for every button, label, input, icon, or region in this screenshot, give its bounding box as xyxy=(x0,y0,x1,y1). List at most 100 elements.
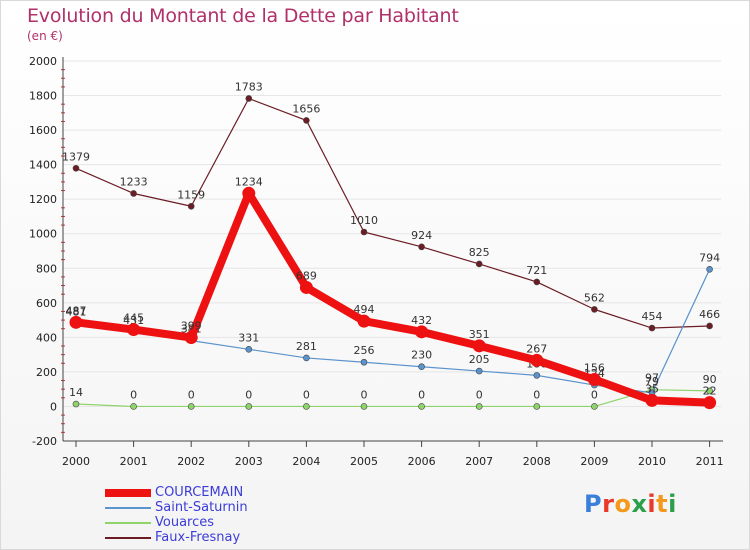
logo-letter: x xyxy=(631,490,648,518)
x-tick-labels: 2000 2001 2002 2003 2004 2005 2006 2007 2008 2009… xyxy=(62,455,724,468)
data-label: 256 xyxy=(354,344,375,357)
data-label: 267 xyxy=(526,342,547,355)
data-label: 1010 xyxy=(350,214,378,227)
data-point xyxy=(360,403,368,410)
series-vouarces: 14 0 0 0 0 0 0 0 0 0 97 90 xyxy=(69,372,717,410)
data-point xyxy=(69,315,83,329)
data-point xyxy=(187,202,195,210)
data-label: 0 xyxy=(188,388,195,401)
x-tick-label: 2002 xyxy=(177,455,205,468)
proxiti-logo: Proxiti xyxy=(584,490,677,518)
data-label: 156 xyxy=(584,362,605,375)
data-point xyxy=(706,387,713,395)
data-label: 399 xyxy=(181,320,202,333)
data-point xyxy=(587,373,601,387)
data-label: 825 xyxy=(469,246,490,259)
chart-subtitle: (en €) xyxy=(27,29,63,43)
axes xyxy=(61,57,723,447)
data-point xyxy=(591,403,598,410)
data-point xyxy=(475,367,483,375)
data-label: 0 xyxy=(361,388,368,401)
y-tick-label: 600 xyxy=(36,297,57,310)
y-tick-labels: -200 0 200 400 600 800 1000 1200 1400 1600 1800 200… xyxy=(29,55,57,448)
data-point xyxy=(706,322,713,330)
series-line xyxy=(72,189,714,407)
data-point xyxy=(245,403,253,410)
logo-letter: r xyxy=(602,490,615,518)
data-point xyxy=(303,117,310,124)
data-label: 1656 xyxy=(292,102,320,115)
x-tick-label: 2001 xyxy=(120,455,148,468)
data-label: 445 xyxy=(123,312,144,325)
y-tick-label: -200 xyxy=(32,435,57,448)
data-label: 432 xyxy=(411,314,432,327)
legend-label: Faux-Fresnay xyxy=(155,530,241,545)
y-tick-label: 1200 xyxy=(29,193,57,206)
data-point xyxy=(357,314,371,328)
data-point xyxy=(360,358,368,366)
data-point xyxy=(475,403,483,410)
data-label: 1379 xyxy=(62,150,90,163)
y-tick-label: 2000 xyxy=(29,55,57,68)
y-tick-label: 200 xyxy=(36,366,57,379)
data-point xyxy=(303,354,310,362)
data-label: 494 xyxy=(354,303,375,316)
data-label: 79 xyxy=(645,375,659,388)
data-label: 794 xyxy=(699,251,720,264)
data-point xyxy=(703,396,717,410)
data-label: 0 xyxy=(533,388,540,401)
data-label: 35 xyxy=(645,382,659,395)
data-point xyxy=(303,403,310,410)
data-label: 689 xyxy=(296,269,317,282)
series-courcemain: 487 445 399 1234 689 494 432 351 267 156 35 22 xyxy=(66,175,717,410)
legend-label: Saint-Saturnin xyxy=(155,500,248,515)
data-label: 14 xyxy=(69,386,83,399)
data-point xyxy=(648,324,656,332)
data-point xyxy=(530,353,544,367)
data-label: 1234 xyxy=(235,175,263,188)
data-label: 351 xyxy=(469,328,490,341)
data-label: 1159 xyxy=(177,188,205,201)
y-tick-label: 1400 xyxy=(29,159,57,172)
data-point xyxy=(418,403,425,410)
legend-swatch xyxy=(105,537,151,539)
x-tick-label: 2007 xyxy=(465,455,493,468)
series-faux-fresnay: 1379 1233 1159 1783 1656 1010 924 825 721 562 454 4… xyxy=(62,80,720,332)
x-tick-label: 2005 xyxy=(350,455,378,468)
logo-letter: P xyxy=(584,490,603,518)
data-point xyxy=(533,372,541,379)
logo-letter: o xyxy=(614,490,632,518)
x-tick-label: 2006 xyxy=(408,455,436,468)
chart-title: Evolution du Montant de la Dette par Hab… xyxy=(27,5,459,27)
data-point xyxy=(245,345,253,353)
data-label: 0 xyxy=(303,388,310,401)
y-tick-label: 1600 xyxy=(29,124,57,137)
data-label: 281 xyxy=(296,340,317,353)
legend-label: COURCEMAIN xyxy=(155,485,244,500)
x-tick-label: 2008 xyxy=(523,455,551,468)
legend-swatch xyxy=(105,507,151,509)
data-point xyxy=(475,260,483,268)
data-point xyxy=(184,331,198,345)
y-tick-label: 0 xyxy=(50,400,57,413)
data-label: 487 xyxy=(66,304,87,317)
legend-label: Vouarces xyxy=(155,515,215,530)
logo-letter: t xyxy=(656,490,669,518)
series-line xyxy=(75,389,711,408)
data-point xyxy=(645,393,659,407)
data-point xyxy=(245,95,253,102)
data-label: 454 xyxy=(642,310,663,323)
data-point xyxy=(72,400,80,408)
data-point xyxy=(130,403,137,410)
y-tick-label: 1000 xyxy=(29,228,57,241)
data-label: 924 xyxy=(411,229,432,242)
x-tick-label: 2003 xyxy=(235,455,263,468)
data-label: 431 xyxy=(123,314,144,327)
data-point xyxy=(187,403,195,410)
grid-lines xyxy=(63,60,721,442)
data-point xyxy=(299,280,313,294)
data-point xyxy=(415,325,429,339)
data-label: 97 xyxy=(645,372,659,385)
